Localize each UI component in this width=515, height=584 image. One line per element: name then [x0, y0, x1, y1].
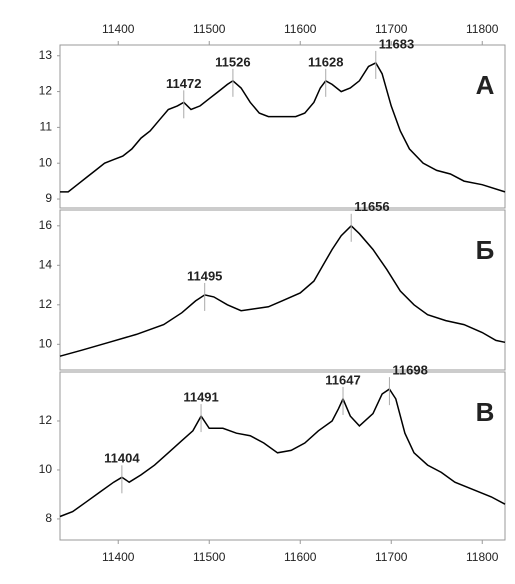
x-tick-label: 11800	[466, 550, 499, 564]
y-tick-label: 10	[39, 155, 53, 169]
spectrum-line	[59, 388, 506, 518]
peak-label: 11491	[183, 390, 218, 405]
peak-label: 11698	[392, 363, 427, 378]
x-tick-label: 11700	[375, 550, 408, 564]
y-tick-label: 8	[45, 511, 52, 525]
panel-frame	[59, 209, 506, 371]
peak-label: 11656	[354, 199, 389, 214]
y-tick-label: 12	[39, 84, 53, 98]
panel-label: Б	[476, 235, 495, 265]
x-tick-label: 11500	[193, 22, 226, 36]
y-tick-label: 14	[39, 257, 53, 271]
x-tick-label: 11500	[193, 550, 226, 564]
x-tick-label: 11700	[375, 22, 408, 36]
x-tick-label: 11600	[284, 22, 317, 36]
y-tick-label: 9	[45, 191, 52, 205]
x-tick-label: 11400	[102, 550, 135, 564]
x-tick-label: 11800	[466, 22, 499, 36]
peak-label: 11526	[215, 54, 250, 69]
panel-label: В	[476, 397, 495, 427]
x-tick-label: 11400	[102, 22, 135, 36]
panel-frame	[59, 371, 506, 541]
y-tick-label: 12	[39, 297, 53, 311]
peak-label: 11683	[379, 36, 414, 51]
y-tick-label: 10	[39, 462, 53, 476]
y-tick-label: 12	[39, 413, 53, 427]
peak-label: 11628	[308, 54, 343, 69]
x-tick-label: 11600	[284, 550, 317, 564]
peak-label: 11647	[325, 372, 360, 387]
peak-label: 11472	[166, 76, 201, 91]
y-tick-label: 10	[39, 336, 53, 350]
peak-label: 11404	[104, 451, 140, 466]
panel-frame	[59, 44, 506, 209]
y-tick-label: 16	[39, 218, 53, 232]
panel-label: А	[476, 70, 495, 100]
y-tick-label: 13	[39, 48, 53, 62]
spectrum-line	[59, 224, 506, 357]
y-tick-label: 11	[40, 120, 53, 134]
spectrum-line	[60, 61, 506, 193]
peak-label: 11495	[187, 268, 222, 283]
